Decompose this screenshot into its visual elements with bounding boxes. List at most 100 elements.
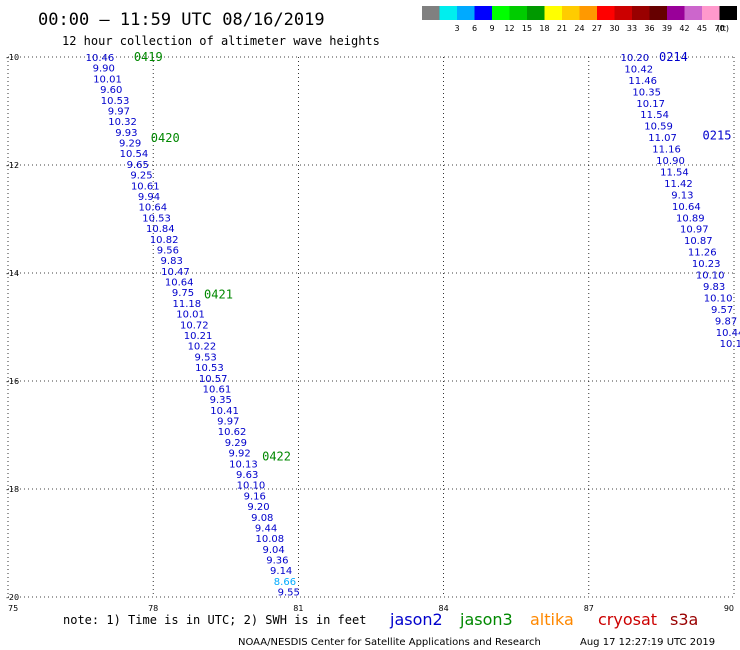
wave-height-value: 9.25: [130, 171, 152, 182]
pass-number-label: 0419: [134, 50, 163, 64]
wave-height-value: 11.54: [640, 110, 669, 121]
pass-number-label: 0420: [151, 131, 180, 145]
wave-height-value: 10.10: [704, 293, 733, 304]
wave-height-value: 10.64: [138, 203, 167, 214]
wave-height-value: 10.82: [150, 235, 179, 246]
wave-height-value: 10.42: [624, 64, 653, 75]
wave-height-value: 10.62: [218, 427, 247, 438]
wave-height-value: 9.65: [127, 160, 149, 171]
wave-height-value: 9.83: [703, 282, 725, 293]
satellite-tracks: 10.469.9010.019.6010.539.9710.329.939.29…: [86, 50, 740, 599]
wave-height-value: 9.29: [225, 438, 247, 449]
scale-swatch: [702, 6, 720, 20]
lat-lon-grid: [7, 56, 735, 598]
wave-height-value: 9.44: [255, 523, 277, 534]
wave-height-value: 10.47: [161, 267, 190, 278]
scale-label: 18: [539, 24, 549, 33]
lon-tick-label: 75: [8, 604, 18, 613]
wave-height-value: 10.53: [142, 213, 171, 224]
wave-height-value: 9.55: [278, 588, 300, 599]
wave-height-value: 9.92: [229, 449, 251, 460]
wave-height-value: 10.22: [188, 342, 217, 353]
wave-height-value: 11.16: [652, 145, 681, 156]
wave-height-value: 10.87: [684, 236, 713, 247]
wave-height-value: 10.59: [644, 122, 673, 133]
legend-s3a: s3a: [670, 610, 698, 629]
wave-height-value: 10.61: [131, 181, 160, 192]
wave-height-value: 9.35: [210, 395, 232, 406]
scale-label: 36: [644, 24, 654, 33]
wave-height-value: 10.35: [632, 87, 661, 98]
wave-height-value: 9.93: [115, 128, 137, 139]
wave-height-value: 10.84: [146, 224, 175, 235]
wave-height-value: 10.57: [199, 374, 228, 385]
wave-height-value: 10.72: [180, 320, 209, 331]
scale-label: 12: [504, 24, 514, 33]
lat-tick-label: -10: [6, 53, 19, 62]
wave-height-value: 9.16: [244, 491, 266, 502]
wave-height-value: 9.83: [161, 256, 183, 267]
legend-jason2: jason2: [389, 610, 443, 629]
wave-height-value: 10.41: [210, 406, 239, 417]
scale-swatch: [422, 6, 440, 20]
scale-label: 45: [697, 24, 707, 33]
wave-height-value: 9.36: [266, 556, 288, 567]
footer-note: note: 1) Time is in UTC; 2) SWH is in fe…: [63, 613, 366, 627]
legend-jason3: jason3: [459, 610, 513, 629]
scale-label: 6: [472, 24, 477, 33]
scale-swatch: [597, 6, 615, 20]
wave-height-value: 11.26: [688, 248, 717, 259]
scale-swatch: [562, 6, 580, 20]
scale-swatch: [719, 6, 737, 20]
wave-height-value: 10.54: [120, 149, 149, 160]
lon-tick-label: 78: [148, 604, 158, 613]
wave-height-value: 10.13: [229, 459, 258, 470]
scale-swatch: [632, 6, 650, 20]
jason2-track: 10.2010.4211.4610.3510.1711.5410.5911.07…: [620, 50, 740, 350]
scale-swatch: [509, 6, 527, 20]
scale-label: 9: [489, 24, 494, 33]
wave-height-value: 10.61: [203, 384, 232, 395]
scale-label: 15: [522, 24, 532, 33]
lat-tick-label: -18: [6, 485, 19, 494]
scale-label: 30: [609, 24, 619, 33]
wave-height-value: 10.10: [696, 271, 725, 282]
scale-label: 70: [714, 24, 724, 33]
scale-unit: (ft): [717, 24, 729, 33]
lat-tick-label: -14: [6, 269, 19, 278]
wave-height-value: 11.46: [628, 76, 657, 87]
wave-height-value: 10.53: [101, 96, 130, 107]
wave-height-value: 10.46: [86, 53, 115, 64]
wave-height-value: 10.01: [176, 310, 205, 321]
wave-height-value: 10.64: [672, 202, 701, 213]
axis-tick-labels: -10 -12 -14 -16 -18 -20 75 78 81 84 87 90: [6, 53, 734, 613]
wave-height-value: 9.63: [236, 470, 258, 481]
scale-swatch: [684, 6, 702, 20]
scale-swatch: [457, 6, 475, 20]
wave-height-value: 9.29: [119, 139, 141, 150]
wave-height-value: 10.64: [165, 278, 194, 289]
wave-height-value: 10.97: [680, 225, 709, 236]
pass-number-label: 0422: [262, 450, 291, 464]
wave-height-value: 11.42: [664, 179, 693, 190]
scale-swatch: [649, 6, 667, 20]
pass-number-label: 0215: [703, 128, 732, 142]
wave-height-value: 10.10: [237, 481, 266, 492]
wave-height-value: 10.01: [93, 74, 122, 85]
wave-height-value: 9.57: [711, 305, 733, 316]
scale-swatch: [667, 6, 685, 20]
lat-tick-label: -20: [6, 593, 19, 602]
wave-height-value: 8.66: [274, 577, 296, 588]
scale-swatch: [614, 6, 632, 20]
map-title: 00:00 – 11:59 UTC 08/16/2019: [38, 10, 325, 30]
credit-line: NOAA/NESDIS Center for Satellite Applica…: [238, 637, 541, 648]
wave-height-value: 9.14: [270, 566, 292, 577]
wave-height-value: 10.44: [716, 328, 740, 339]
lon-tick-label: 90: [724, 604, 734, 613]
wave-height-value: 10.23: [692, 259, 721, 270]
wave-height-value: 11.07: [648, 133, 677, 144]
pass-number-label: 0421: [204, 288, 233, 302]
wave-height-value: 9.94: [138, 192, 160, 203]
wave-height-value: 11.54: [660, 167, 689, 178]
mission-legend: jason2 jason3 altika cryosat s3a: [389, 610, 698, 629]
